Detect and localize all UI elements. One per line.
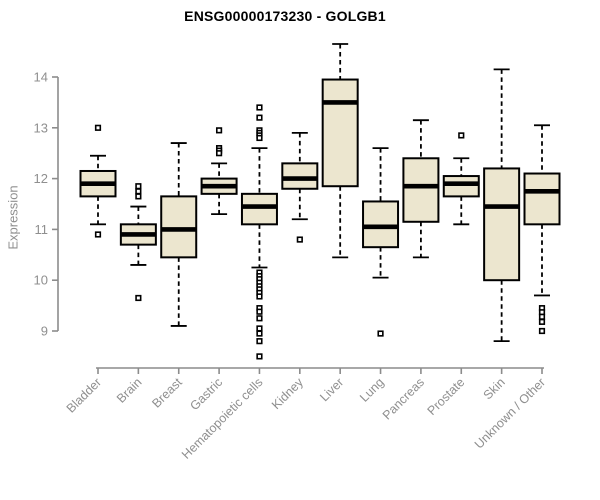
box: [321, 78, 359, 188]
y-axis-label: Expression: [5, 185, 21, 250]
y-tick-label: 11: [35, 222, 49, 237]
box: [483, 167, 521, 282]
x-tick-label: Gastric: [187, 375, 225, 413]
x-tick-label: Pancreas: [380, 375, 427, 422]
outlier-point: [256, 325, 263, 332]
outlier-point: [538, 313, 546, 320]
x-tick-label: Hematopoietic cells: [179, 375, 266, 462]
outlier-point: [256, 114, 263, 121]
outlier-point: [377, 330, 384, 337]
outlier-point: [135, 294, 142, 302]
x-tick-label: Lung: [357, 375, 387, 405]
outlier-point: [256, 104, 263, 111]
outlier-point: [256, 293, 263, 300]
outlier-point: [135, 183, 142, 190]
box: [281, 162, 319, 190]
outlier-point: [94, 231, 102, 238]
box: [523, 172, 561, 226]
x-tick-label: Brain: [114, 375, 145, 406]
outlier-point: [215, 150, 223, 157]
box: [442, 175, 480, 198]
outlier-point: [256, 134, 263, 142]
outlier-point: [256, 338, 263, 345]
box: [240, 192, 278, 226]
x-tick-label: Bladder: [64, 375, 104, 415]
y-tick-label: 14: [34, 70, 48, 85]
outlier-point: [538, 318, 546, 325]
chart-title: ENSG00000173230 - GOLGB1: [184, 8, 386, 24]
y-tick-label: 9: [41, 324, 48, 339]
outlier-point: [94, 124, 102, 131]
outlier-point: [256, 353, 263, 360]
outlier-point: [256, 315, 263, 322]
outlier-point: [538, 327, 546, 335]
box: [362, 200, 400, 249]
outlier-point: [256, 308, 263, 315]
outlier-point: [215, 127, 223, 134]
x-tick-label: Skin: [481, 375, 508, 402]
outlier-point: [296, 236, 303, 243]
outlier-point: [135, 193, 142, 200]
x-tick-label: Unknown / Other: [472, 375, 548, 451]
y-tick-label: 13: [34, 120, 48, 135]
y-tick-label: 12: [34, 171, 48, 186]
outlier-point: [458, 132, 465, 139]
x-tick-label: Kidney: [269, 375, 306, 412]
y-tick-label: 10: [34, 273, 48, 288]
x-tick-label: Liver: [317, 375, 346, 404]
x-tick-label: Breast: [149, 375, 185, 411]
box: [160, 195, 198, 259]
outlier-point: [135, 188, 142, 195]
x-tick-label: Prostate: [425, 375, 468, 418]
box: [402, 157, 440, 223]
outlier-point: [256, 330, 263, 337]
